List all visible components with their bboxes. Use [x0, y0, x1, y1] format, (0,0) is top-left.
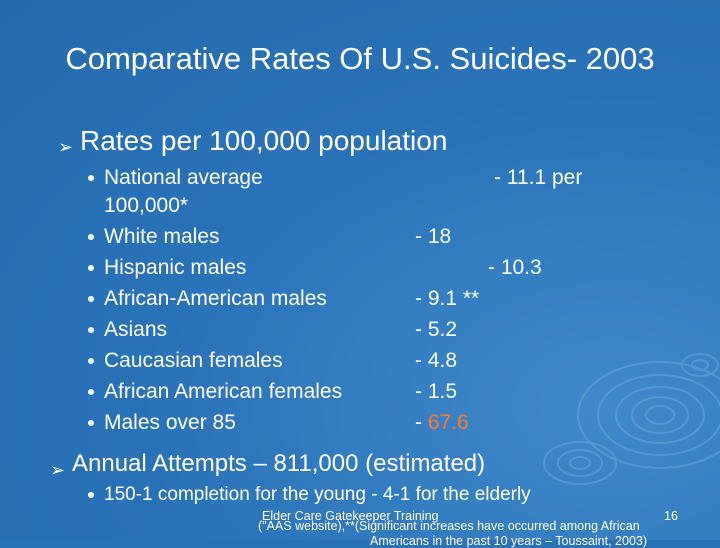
footer-note-continued: Americans in the past 10 years – Toussai… — [370, 534, 648, 548]
rate-label-african-american-females: African American females — [104, 380, 343, 403]
round-bullet-icon — [88, 492, 94, 498]
rate-value-prefix: - — [415, 411, 428, 434]
page-title-text: Comparative Rates Of U.S. Suicides- 2003 — [65, 41, 655, 76]
water-ripple-graphic — [543, 353, 720, 485]
page-title: Comparative Rates Of U.S. Suicides- 2003 — [20, 40, 700, 78]
round-bullet-icon — [88, 296, 94, 302]
rate-label-national: National average — [104, 166, 263, 189]
arrow-bullet-icon: ➢ — [58, 137, 74, 157]
rate-label-males-over-85: Males over 85 — [104, 411, 236, 434]
rate-value-african-american-males: - 9.1 ** — [415, 287, 480, 310]
rate-value-hispanic-males: - 10.3 — [488, 256, 542, 279]
rate-value-males-over-85: - 67.6 — [415, 411, 469, 435]
rate-label-african-american-males: African-American males — [104, 287, 327, 310]
rate-value-asians: - 5.2 — [415, 318, 458, 341]
rates-heading-text: Rates per 100,000 population — [80, 125, 448, 156]
rate-label-asians: Asians — [104, 318, 168, 341]
rate-value-national: - 11.1 per — [494, 166, 583, 189]
rate-value-highlight: 67.6 — [427, 411, 469, 434]
rate-value-african-american-females: - 1.5 — [415, 380, 458, 403]
rate-value-white-males: - 18 — [415, 225, 452, 248]
footer-note: ("AAS website),**(Significant increases … — [258, 519, 640, 533]
round-bullet-icon — [88, 420, 94, 426]
round-bullet-icon — [88, 389, 94, 395]
annual-attempts-text: Annual Attempts – 811,000 (estimated) — [72, 450, 486, 477]
round-bullet-icon — [88, 265, 94, 271]
rate-label-hispanic-males: Hispanic males — [104, 256, 247, 279]
round-bullet-icon — [88, 358, 94, 364]
rate-label-white-males: White males — [104, 225, 220, 248]
round-bullet-icon — [88, 234, 94, 240]
footer-source: Elder Care Gatekeeper Training — [262, 509, 439, 523]
arrow-bullet-icon: ➢ — [50, 460, 66, 480]
page-number: 16 — [664, 509, 678, 523]
rate-label-national-cont: 100,000* — [104, 194, 189, 217]
rate-label-caucasian-females: Caucasian females — [104, 349, 283, 372]
round-bullet-icon — [88, 327, 94, 333]
round-bullet-icon — [88, 175, 94, 181]
rate-value-caucasian-females: - 4.8 — [415, 349, 458, 372]
completion-ratio-text: 150-1 completion for the young - 4-1 for… — [104, 484, 531, 505]
